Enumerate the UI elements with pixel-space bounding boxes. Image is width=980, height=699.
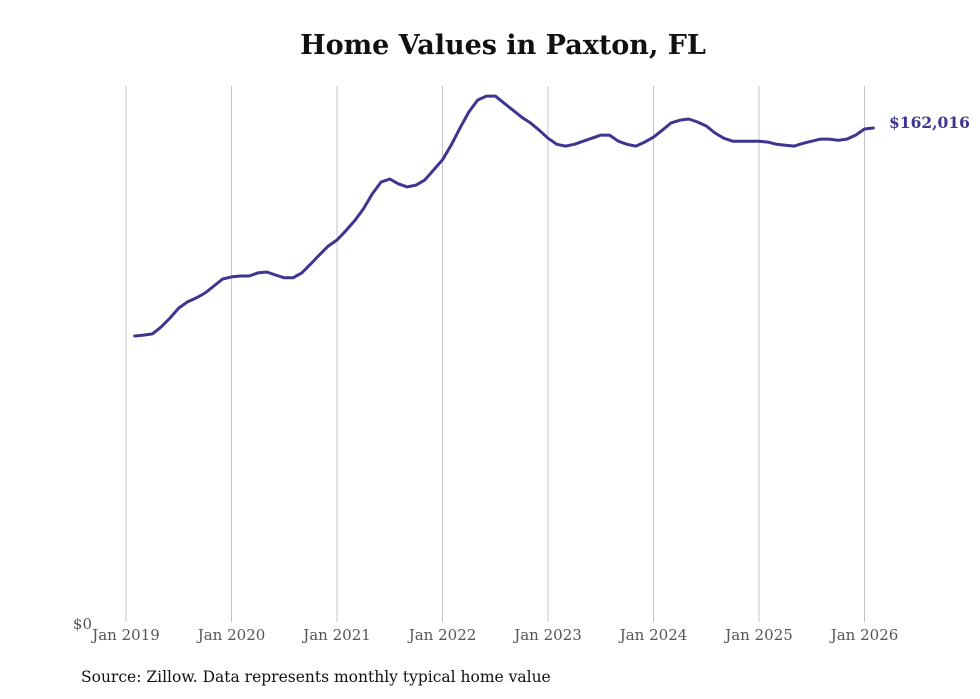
x-axis-ticks: Jan 2019 Jan 2020 Jan 2021 Jan 2022 Jan 2023… bbox=[90, 626, 898, 644]
x-tick-label: Jan 2024 bbox=[618, 626, 688, 644]
end-value-label: $162,016 bbox=[889, 113, 970, 132]
chart-title: Home Values in Paxton, FL bbox=[300, 30, 706, 61]
x-tick-label: Jan 2025 bbox=[723, 626, 793, 644]
y-tick-label: $0 bbox=[73, 615, 92, 633]
source-note: Source: Zillow. Data represents monthly … bbox=[81, 668, 551, 686]
x-tick-label: Jan 2023 bbox=[512, 626, 582, 644]
gridlines bbox=[125, 86, 865, 622]
series-line bbox=[133, 94, 875, 338]
x-tick-label: Jan 2022 bbox=[407, 626, 477, 644]
x-tick-label: Jan 2021 bbox=[301, 626, 371, 644]
x-tick-label: Jan 2020 bbox=[196, 626, 266, 644]
x-tick-label: Jan 2019 bbox=[90, 626, 160, 644]
x-tick-label: Jan 2026 bbox=[829, 626, 899, 644]
